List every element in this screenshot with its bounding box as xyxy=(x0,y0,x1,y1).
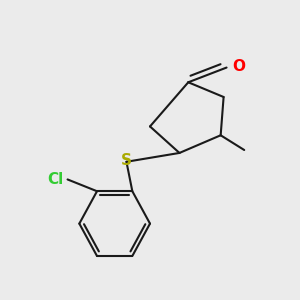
Text: O: O xyxy=(232,59,245,74)
Text: S: S xyxy=(121,153,132,168)
Text: Cl: Cl xyxy=(47,172,63,187)
